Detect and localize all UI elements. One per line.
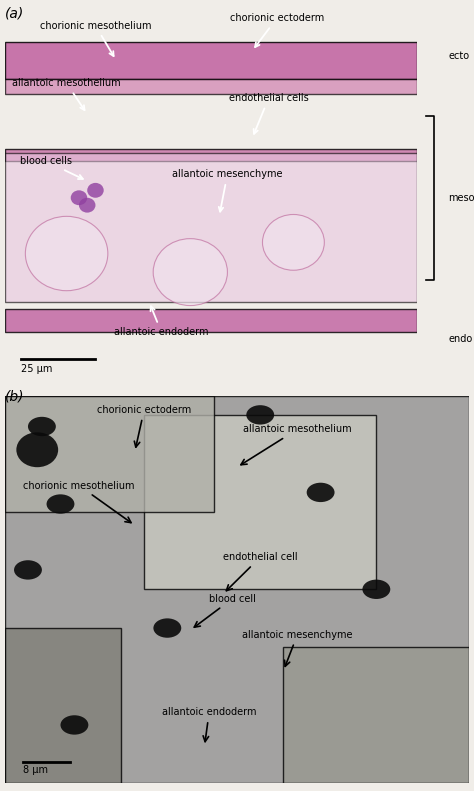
Ellipse shape	[28, 417, 56, 436]
Ellipse shape	[154, 619, 181, 638]
FancyBboxPatch shape	[5, 396, 214, 512]
Text: allantoic mesothelium: allantoic mesothelium	[241, 424, 352, 465]
Text: 8 μm: 8 μm	[23, 766, 48, 775]
Ellipse shape	[71, 191, 87, 205]
Text: allantoic mesothelium: allantoic mesothelium	[12, 78, 121, 110]
Ellipse shape	[263, 214, 324, 271]
Text: allantoic mesenchyme: allantoic mesenchyme	[172, 169, 283, 212]
Text: 25 μm: 25 μm	[21, 365, 53, 374]
FancyBboxPatch shape	[283, 647, 469, 783]
Ellipse shape	[61, 715, 88, 735]
Text: ecto: ecto	[448, 51, 470, 62]
Text: allantoic mesenchyme: allantoic mesenchyme	[242, 630, 353, 666]
Text: chorionic mesothelium: chorionic mesothelium	[23, 480, 135, 523]
FancyBboxPatch shape	[5, 42, 417, 79]
Ellipse shape	[46, 494, 74, 513]
Ellipse shape	[87, 183, 104, 198]
FancyBboxPatch shape	[144, 414, 376, 589]
FancyBboxPatch shape	[5, 628, 121, 783]
Ellipse shape	[307, 483, 335, 502]
FancyBboxPatch shape	[5, 309, 417, 331]
Text: blood cell: blood cell	[194, 594, 256, 627]
FancyBboxPatch shape	[5, 153, 417, 302]
Text: endothelial cell: endothelial cell	[223, 552, 298, 591]
Text: meso: meso	[448, 193, 474, 202]
Text: blood cells: blood cells	[20, 157, 83, 179]
Ellipse shape	[14, 560, 42, 580]
Ellipse shape	[363, 580, 390, 599]
Ellipse shape	[79, 198, 95, 213]
Ellipse shape	[17, 433, 58, 467]
Text: endo: endo	[448, 334, 473, 344]
Ellipse shape	[25, 216, 108, 291]
FancyBboxPatch shape	[5, 149, 417, 161]
Text: chorionic ectoderm: chorionic ectoderm	[97, 405, 191, 447]
Text: (b): (b)	[5, 389, 24, 403]
FancyBboxPatch shape	[5, 396, 469, 783]
Text: allantoic endoderm: allantoic endoderm	[114, 306, 209, 337]
Text: allantoic endoderm: allantoic endoderm	[162, 707, 256, 742]
Ellipse shape	[246, 405, 274, 425]
Text: (a): (a)	[5, 6, 24, 21]
Text: endothelial cells: endothelial cells	[229, 93, 309, 134]
Ellipse shape	[153, 239, 228, 305]
Text: chorionic ectoderm: chorionic ectoderm	[230, 13, 324, 47]
FancyBboxPatch shape	[5, 79, 417, 93]
Text: chorionic mesothelium: chorionic mesothelium	[40, 21, 151, 56]
